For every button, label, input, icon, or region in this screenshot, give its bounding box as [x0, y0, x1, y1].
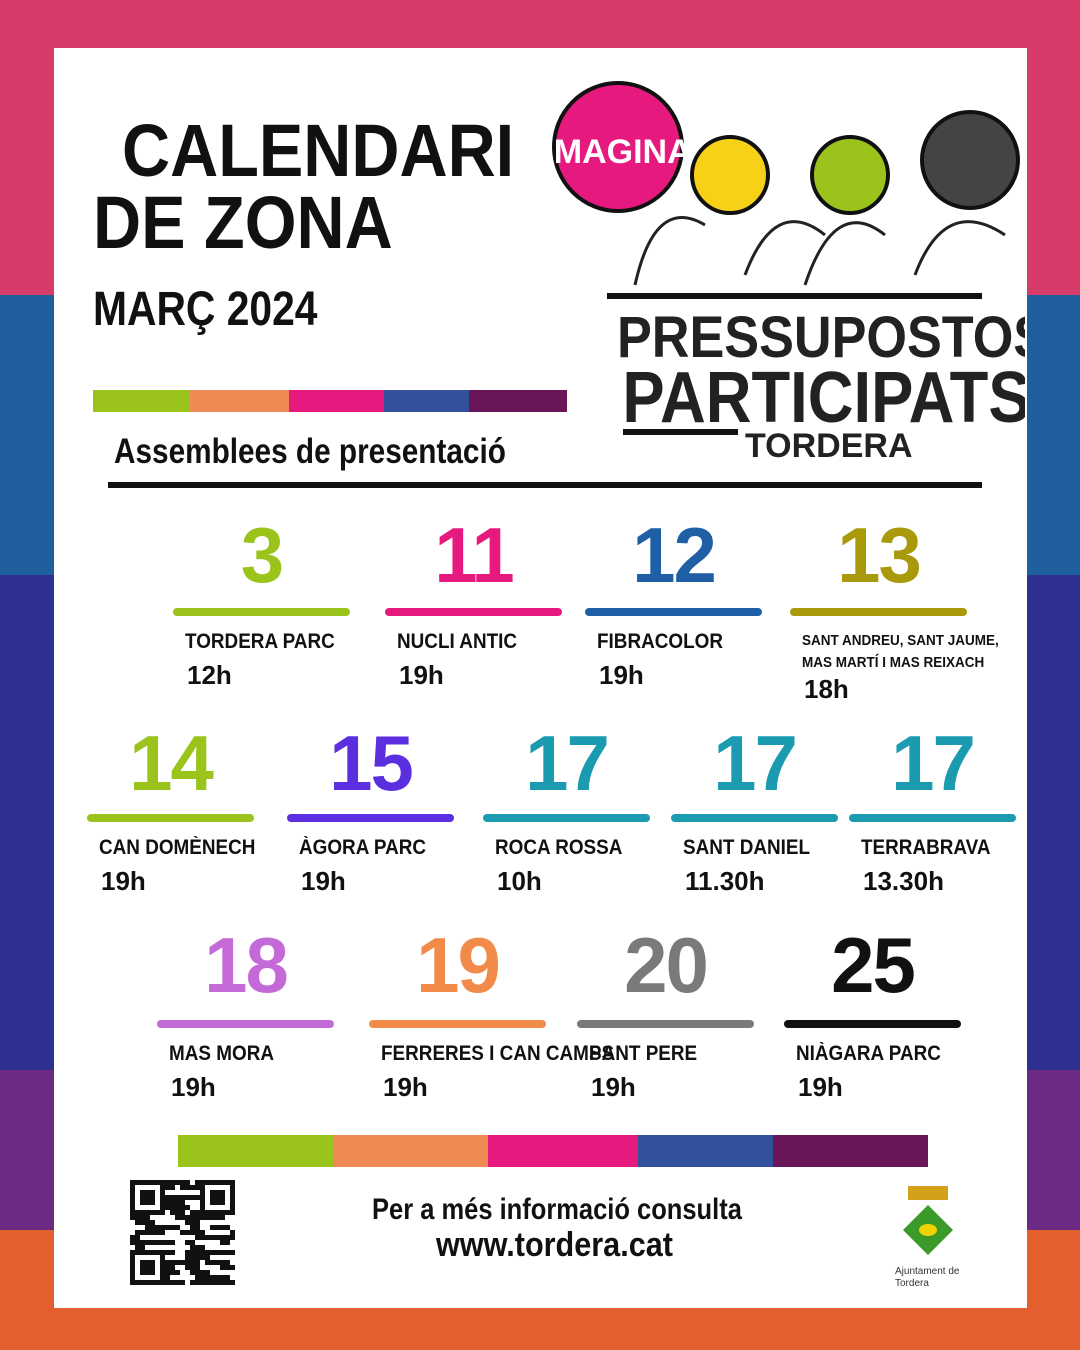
time: 19h — [301, 866, 346, 896]
place: TERRABRAVA — [861, 836, 991, 859]
day-underline — [369, 1020, 546, 1028]
day-number: 13 — [837, 511, 922, 599]
day-number: 12 — [632, 511, 717, 599]
logo-text: TORDERA — [745, 427, 913, 465]
day-underline — [483, 814, 650, 822]
time: 19h — [591, 1072, 636, 1102]
place: ÀGORA PARC — [299, 836, 427, 859]
time: 19h — [399, 660, 444, 690]
logo-text: PRESSUPOSTOS — [617, 304, 1025, 369]
day-underline — [671, 814, 838, 822]
day-underline — [173, 608, 350, 616]
time: 19h — [171, 1072, 216, 1102]
day-number: 25 — [831, 921, 916, 1009]
day-number: 14 — [129, 719, 214, 807]
day-number: 3 — [240, 511, 284, 599]
day-number: 17 — [713, 719, 798, 807]
logo: IMAGINA PRESSUPOSTOS PARTICIPATS TORDERA — [545, 81, 1025, 465]
day-underline — [790, 608, 967, 616]
day-underline — [784, 1020, 961, 1028]
title: DE ZONA — [93, 181, 393, 264]
place: FIBRACOLOR — [597, 630, 723, 653]
day-number: 15 — [329, 719, 414, 807]
time: 13.30h — [863, 866, 944, 896]
place: SANT PERE — [589, 1042, 698, 1065]
day-underline — [287, 814, 454, 822]
day-underline — [577, 1020, 754, 1028]
time: 19h — [599, 660, 644, 690]
council-text: Tordera — [895, 1278, 929, 1289]
day-number: 11 — [434, 511, 514, 599]
time: 11.30h — [685, 866, 765, 896]
info-text: Per a més informació consulta — [372, 1193, 742, 1226]
day-underline — [87, 814, 254, 822]
time: 19h — [383, 1072, 428, 1102]
color-bar — [178, 1135, 928, 1167]
logo-text: PARTICIPATS — [622, 358, 1025, 438]
time: 12h — [187, 660, 232, 690]
day-number: 17 — [891, 719, 976, 807]
time: 10h — [497, 866, 542, 896]
day-underline — [849, 814, 1016, 822]
place: NUCLI ANTIC — [397, 630, 518, 653]
place: CAN DOMÈNECH — [99, 836, 256, 859]
rule — [108, 482, 982, 488]
day-underline — [585, 608, 762, 616]
place: TORDERA PARC — [185, 630, 335, 653]
day-number: 20 — [624, 921, 709, 1009]
place: FERRERES I CAN CAMPS — [381, 1042, 615, 1065]
title: CALENDARI — [122, 109, 515, 192]
coat-of-arms — [903, 1186, 953, 1255]
url: www.tordera.cat — [436, 1226, 673, 1264]
month: MARÇ 2024 — [93, 283, 318, 336]
place: MAS MORA — [169, 1042, 275, 1065]
day-underline — [385, 608, 562, 616]
day-number: 19 — [416, 921, 501, 1009]
time: 18h — [804, 674, 849, 704]
day-number: 18 — [204, 921, 289, 1009]
place: ROCA ROSSA — [495, 836, 623, 859]
color-bar — [93, 390, 567, 412]
place: NIÀGARA PARC — [796, 1042, 941, 1065]
logo-badge: IMAGINA — [545, 133, 692, 171]
time: 19h — [798, 1072, 843, 1102]
time: 19h — [101, 866, 146, 896]
place: SANT ANDREU, SANT JAUME, MAS MARTÍ I MAS… — [802, 632, 999, 671]
day-underline — [157, 1020, 334, 1028]
qr-code — [130, 1180, 235, 1285]
council-text: Ajuntament de — [895, 1266, 960, 1277]
place: SANT DANIEL — [683, 836, 811, 859]
panel — [54, 48, 1027, 1308]
day-number: 17 — [525, 719, 610, 807]
subtitle: Assemblees de presentació — [114, 432, 506, 471]
